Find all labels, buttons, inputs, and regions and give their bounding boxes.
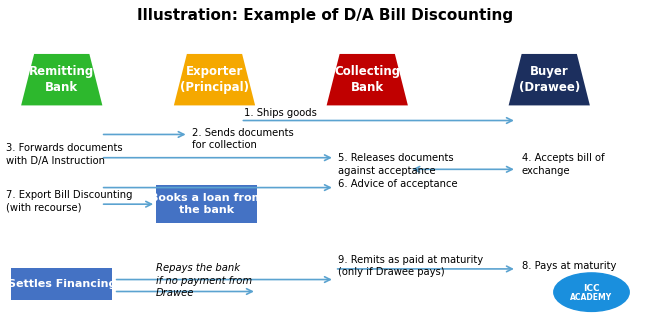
Text: 4. Accepts bill of
exchange: 4. Accepts bill of exchange: [522, 153, 604, 176]
Text: ACADEMY: ACADEMY: [571, 293, 612, 302]
Text: Exporter
(Principal): Exporter (Principal): [180, 65, 249, 94]
Text: 9. Remits as paid at maturity
(only if Drawee pays): 9. Remits as paid at maturity (only if D…: [338, 255, 483, 278]
Text: Repays the bank
if no payment from
Drawee: Repays the bank if no payment from Drawe…: [156, 263, 252, 298]
Text: 3. Forwards documents
with D/A Instruction: 3. Forwards documents with D/A Instructi…: [6, 143, 123, 166]
Polygon shape: [21, 54, 103, 106]
Text: 6. Advice of acceptance: 6. Advice of acceptance: [338, 179, 458, 189]
Text: Remitting
Bank: Remitting Bank: [29, 65, 94, 94]
Text: Collecting
Bank: Collecting Bank: [334, 65, 400, 94]
Polygon shape: [174, 54, 255, 106]
FancyBboxPatch shape: [156, 185, 257, 223]
Text: 5. Releases documents
against acceptance: 5. Releases documents against acceptance: [338, 153, 454, 176]
Text: ICC: ICC: [583, 284, 600, 293]
Text: Illustration: Example of D/A Bill Discounting: Illustration: Example of D/A Bill Discou…: [137, 8, 513, 23]
Text: 1. Ships goods: 1. Ships goods: [244, 108, 317, 118]
Circle shape: [554, 273, 629, 311]
Text: 7. Export Bill Discounting
(with recourse): 7. Export Bill Discounting (with recours…: [6, 190, 133, 213]
FancyBboxPatch shape: [12, 268, 112, 299]
Polygon shape: [508, 54, 590, 106]
Text: Settles Financing: Settles Financing: [8, 279, 116, 289]
Polygon shape: [326, 54, 408, 106]
Text: Buyer
(Drawee): Buyer (Drawee): [519, 65, 580, 94]
Text: 2. Sends documents
for collection: 2. Sends documents for collection: [192, 128, 294, 150]
Text: 8. Pays at maturity: 8. Pays at maturity: [522, 261, 616, 271]
Text: Books a loan from
the bank: Books a loan from the bank: [150, 193, 263, 215]
